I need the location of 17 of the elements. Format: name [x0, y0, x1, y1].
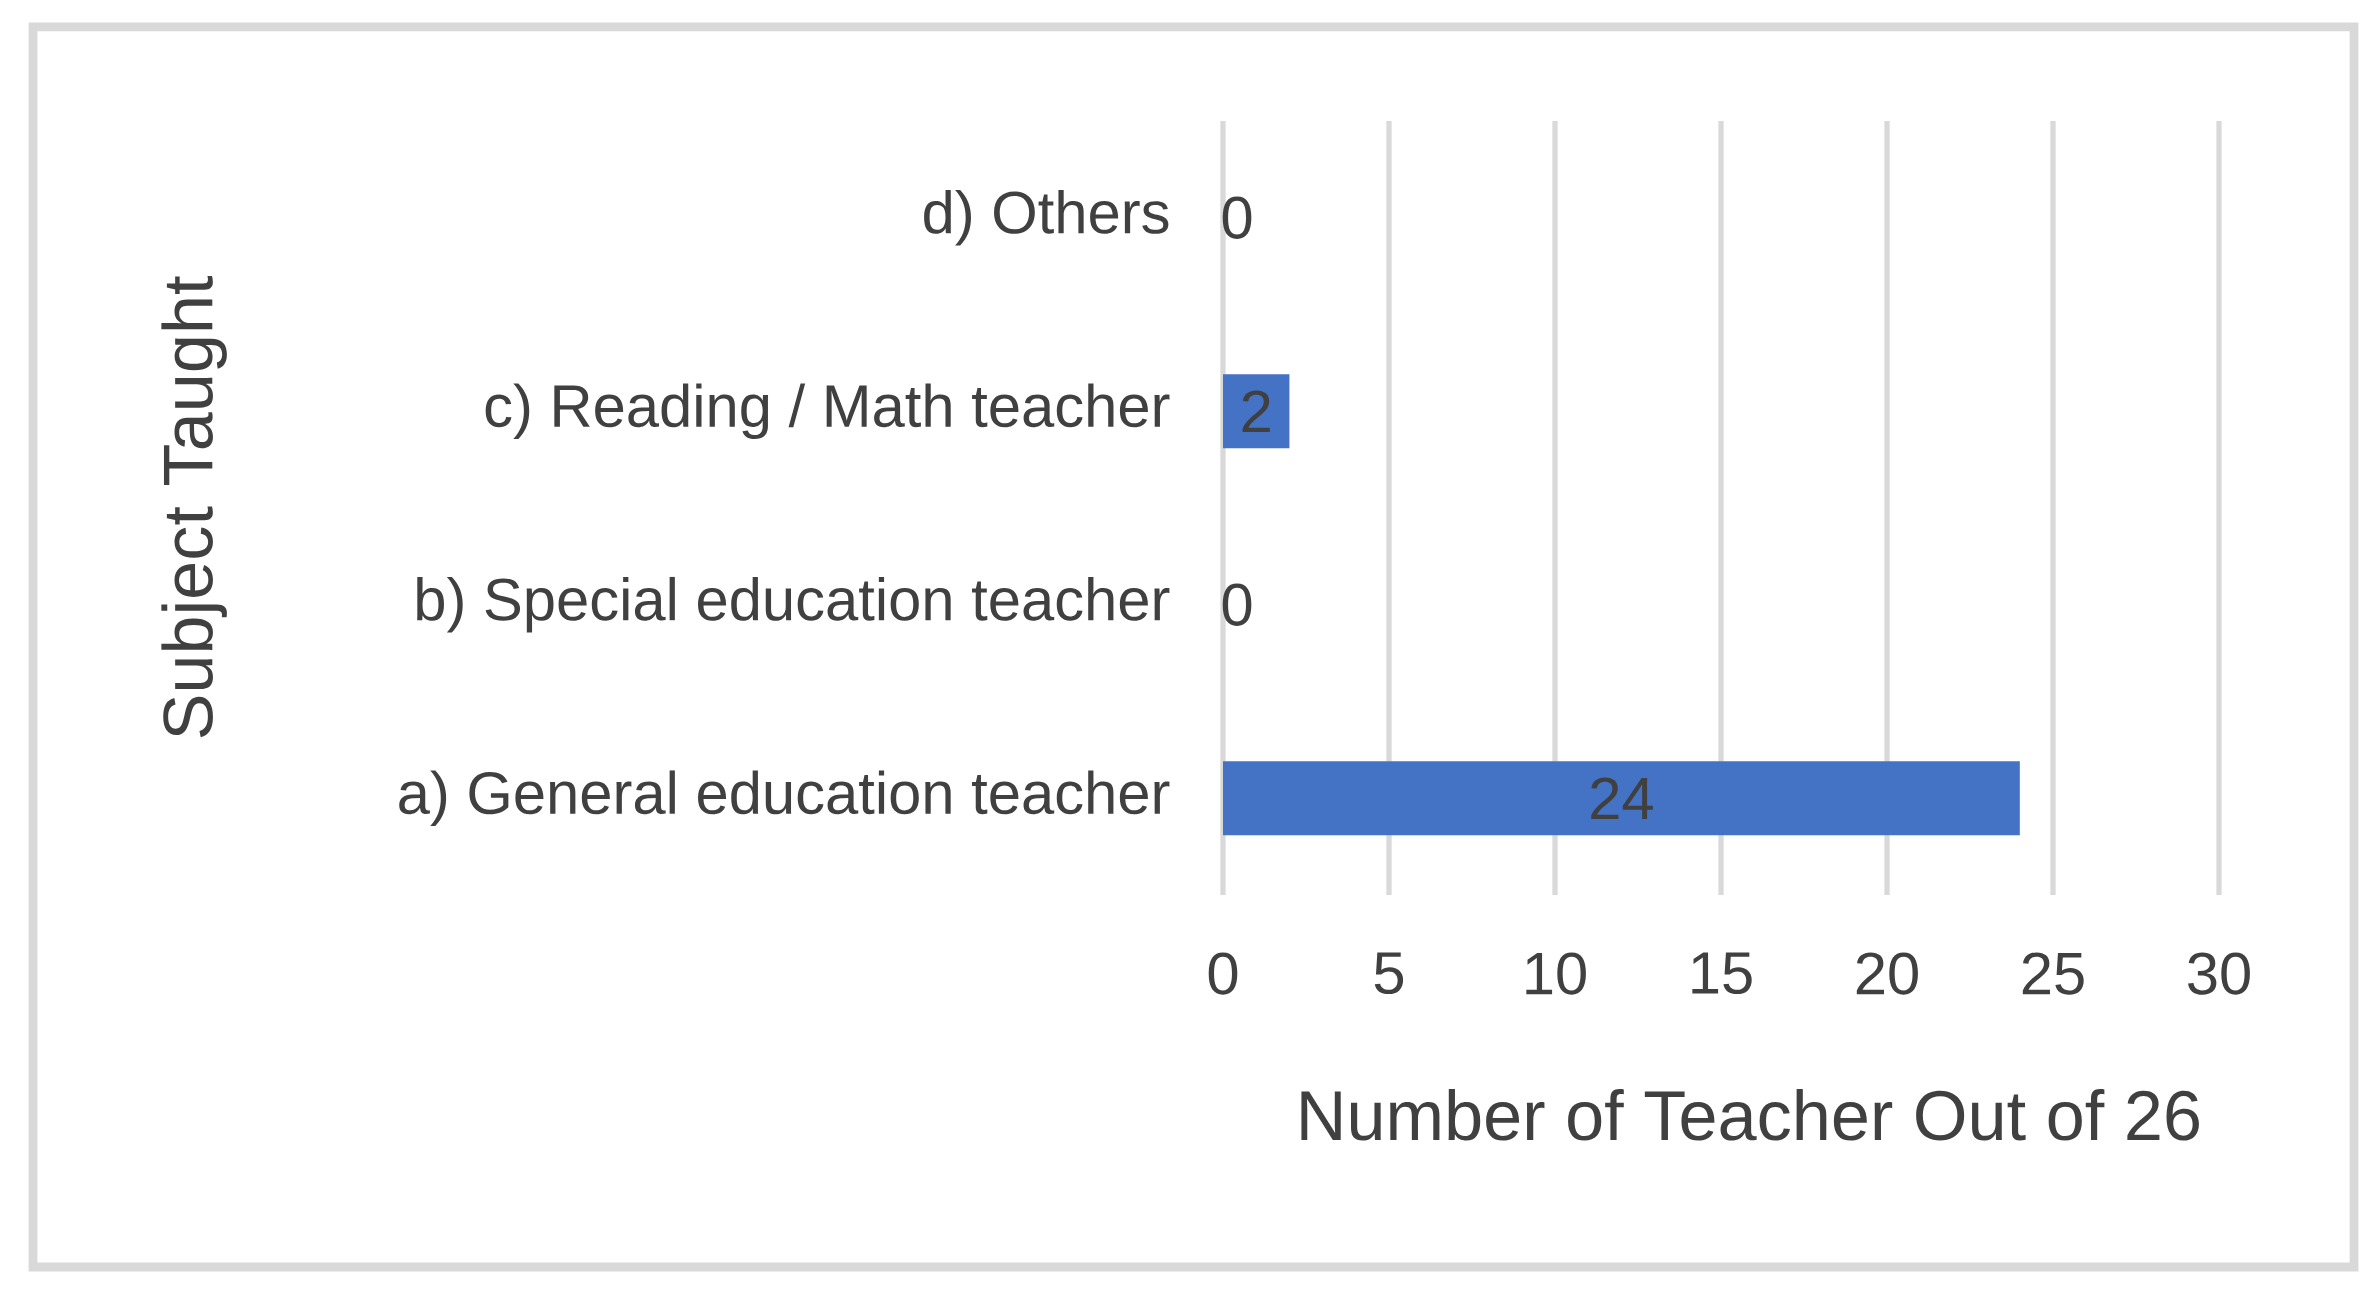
- data-label: 24: [1591, 777, 1653, 820]
- x-tick-label: 20: [1856, 952, 1918, 995]
- x-tick-label: 10: [1526, 952, 1586, 995]
- data-label: 0: [1222, 196, 1252, 239]
- x-tick-label: 15: [1692, 952, 1752, 995]
- y-tick-label: d) Others: [924, 189, 1169, 246]
- x-tick-label: 25: [2022, 952, 2084, 995]
- data-label: 2: [1242, 390, 1270, 433]
- y-tick-label: a) General education teacher: [399, 770, 1170, 827]
- y-tick-label: b) Special education teacher: [417, 576, 1170, 633]
- y-tick-label: c) Reading / Math teacher: [485, 383, 1170, 440]
- y-axis-title: Subject Taught: [161, 275, 227, 738]
- data-label: 0: [1222, 583, 1252, 626]
- x-tick-label: 5: [1374, 952, 1404, 995]
- x-tick-label: 0: [1208, 952, 1238, 995]
- x-tick-label: 30: [2188, 952, 2250, 995]
- x-axis-title: Number of Teacher Out of 26: [1301, 1089, 2199, 1141]
